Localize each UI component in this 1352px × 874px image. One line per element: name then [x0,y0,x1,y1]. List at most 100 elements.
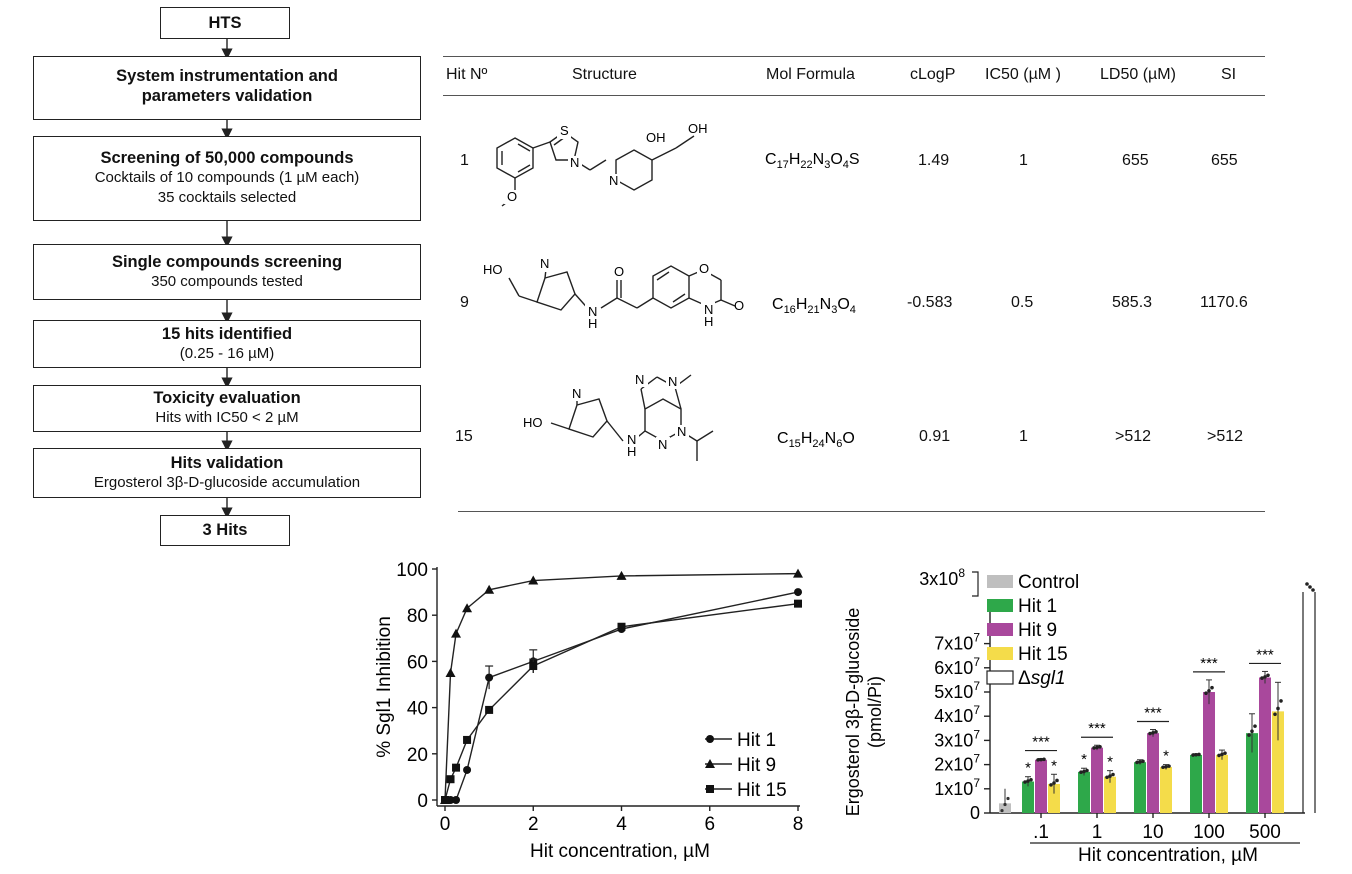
flow-step-hits: 15 hits identified (0.25 - 16 µM) [33,320,421,368]
bar [1078,771,1090,813]
data-point [452,796,461,804]
control-point [1006,796,1010,801]
replicate-point [1161,765,1165,770]
replicate-point [1210,685,1214,690]
replicate-point [1247,733,1251,737]
data-point [451,628,462,638]
data-point [528,575,539,585]
header-formula: Mol Formula [766,66,855,83]
bar-chart-x-label: Hit concentration, µM [1078,845,1258,866]
cell-ld50: 585.3 [1112,294,1153,311]
x-tick-label: .1 [1033,822,1049,843]
flow-step-title: Hits validation [170,454,284,472]
replicate-point [1207,688,1211,693]
data-point [463,765,472,774]
data-point [706,735,714,743]
data-point [529,662,538,671]
y-tick-label: 20 [407,745,428,766]
replicate-point [1141,759,1145,764]
svg-text:H: H [627,444,636,459]
significance-mark: * [1025,760,1031,777]
y-tick-label: 1x107 [934,776,980,799]
bar [1048,783,1060,813]
y-tick-label: 0 [970,803,980,823]
data-point [445,667,456,677]
line-chart-y-label: % Sgl1 Inhibition [374,616,395,758]
flow-step-line: Cocktails of 10 compounds (1 µM each) [94,169,360,186]
replicate-point [1164,764,1168,769]
data-point [485,673,494,682]
significance-mark: * [1163,748,1169,765]
data-point [793,568,803,578]
flow-step-line: 35 cocktails selected [157,189,297,206]
data-point [485,705,494,714]
cell-ld50: 655 [1122,152,1149,169]
replicate-point [1042,757,1046,762]
legend-label: Hit 15 [1018,644,1068,665]
cell-hit: 9 [460,294,469,311]
cell-hit: 1 [460,152,469,169]
replicate-point [1250,729,1254,734]
svg-text:S: S [560,123,569,138]
data-point [446,775,455,784]
legend-label: Hit 1 [1018,596,1057,617]
svg-text:H: H [704,314,713,329]
flow-step-line: (0.25 - 16 µM) [179,345,275,362]
svg-text:N: N [668,374,677,389]
svg-text:N: N [570,155,579,170]
replicate-point [1029,777,1033,782]
cell-hit: 15 [455,428,473,445]
data-point [705,759,715,768]
data-point [484,584,495,594]
bar [1104,776,1116,813]
replicate-point [1092,746,1096,750]
legend-label: Hit 1 [737,730,776,751]
legend-swatch [987,623,1013,636]
replicate-point [1204,691,1208,696]
formula-hit1: C17H22N3O4S [765,151,860,171]
y-tick-label: 2x107 [934,752,980,775]
table-header-rule [443,95,1265,96]
header-ld50: LD50 (µM) [1100,66,1176,83]
table-top-rule [443,56,1265,57]
svg-text:O: O [507,189,517,204]
formula-column: C17H22N3O4S C16H21N3O4 C15H24N6O [765,151,860,450]
cell-si: >512 [1207,428,1244,445]
replicate-point [1279,699,1283,703]
y-tick-label: 80 [407,606,428,627]
replicate-point [1108,774,1112,778]
x-tick-label: 4 [616,814,627,835]
replicate-point [1049,783,1053,787]
y-tick-label: 7x107 [934,631,980,654]
header-clogp: cLogP [910,66,956,83]
deletion-point [1308,585,1312,589]
replicate-point [1111,772,1115,777]
data-point [462,603,473,613]
y-tick-break-label: 3x108 [919,566,965,589]
replicate-point [1148,731,1152,736]
x-tick-label: 6 [704,814,715,835]
legend-label: Δsgl1 [1018,668,1066,689]
y-tick-label: 0 [417,791,428,812]
x-tick-label: 10 [1142,822,1163,843]
bar [1190,754,1202,813]
x-tick-label: 1 [1092,822,1103,843]
cell-ic50: 1 [1019,152,1028,169]
x-tick-label: 0 [440,814,451,835]
bar [1035,759,1047,813]
replicate-point [1135,760,1139,765]
y-tick-label: 60 [407,652,428,673]
significance-mark: * [1051,757,1057,774]
replicate-point [1263,675,1267,679]
replicate-point [1098,744,1102,749]
x-tick-label: 2 [528,814,539,835]
cell-ic50: 1 [1019,428,1028,445]
flow-step-line: Hits with IC50 < 2 µM [155,409,299,426]
y-tick-label: 40 [407,699,428,720]
significance-mark: *** [1256,646,1274,663]
control-bar [999,803,1011,813]
structure-hit1: S N N OH OH O [496,121,708,207]
axis-break-bracket [972,571,979,597]
flow-step-toxicity: Toxicity evaluation Hits with IC50 < 2 µ… [33,385,421,432]
